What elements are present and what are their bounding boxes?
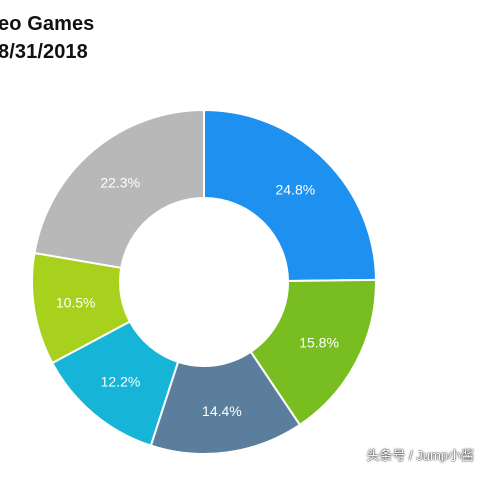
chart-title: eo Games 8/31/2018 [0,10,94,66]
donut-slice-6 [33,108,205,269]
slice-label-1: 24.8% [275,182,315,198]
donut-slice-3 [149,350,302,455]
slice-label-3: 14.4% [202,403,242,419]
chart-title-line-2: 8/31/2018 [0,41,88,63]
slice-label-5: 10.5% [56,295,96,311]
donut-slice-2 [249,278,377,427]
watermark-text: 头条号 / Jump小酱 [366,448,474,463]
chart-title-line-1: eo Games [0,13,95,35]
slice-label-4: 12.2% [101,374,141,390]
slice-label-6: 22.3% [100,175,140,191]
slice-label-2: 15.8% [299,334,339,350]
donut-slice-1 [203,108,377,282]
